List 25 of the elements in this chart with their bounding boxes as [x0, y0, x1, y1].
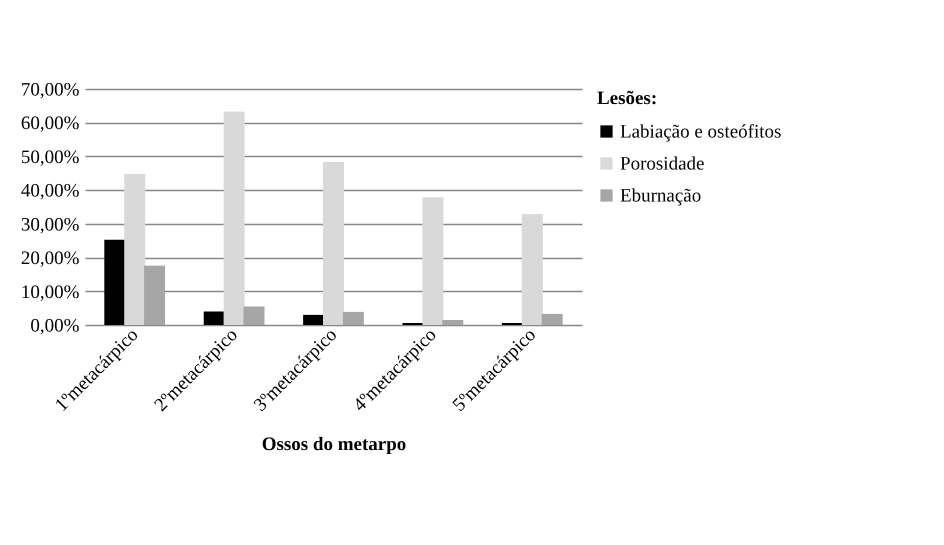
- bar: [323, 162, 344, 325]
- bar: [522, 214, 543, 325]
- y-tick-label: 30,00%: [20, 214, 80, 236]
- y-tick-label: 10,00%: [20, 282, 80, 303]
- bar: [542, 314, 563, 325]
- y-tick-label: 60,00%: [20, 113, 80, 134]
- legend-label: Labiação e osteófitos: [620, 122, 782, 142]
- y-tick-label: 70,00%: [20, 80, 80, 100]
- x-axis-title: Ossos do metarpo: [262, 434, 406, 456]
- legend-title: Lesões:: [597, 88, 658, 109]
- legend-label: Eburnação: [620, 186, 702, 206]
- y-tick-label: 20,00%: [20, 248, 80, 270]
- legend-label: Porosidade: [620, 154, 704, 174]
- bar: [422, 197, 444, 325]
- bar: [342, 312, 364, 325]
- bar: [303, 314, 324, 325]
- bar: [224, 112, 245, 325]
- bar: [204, 312, 225, 325]
- bar: [124, 174, 146, 325]
- y-tick-label: 40,00%: [20, 180, 80, 202]
- bar: [442, 320, 464, 325]
- bar: [104, 240, 126, 325]
- bar: [243, 306, 264, 325]
- bar: [144, 266, 166, 325]
- y-tick-label: 50,00%: [20, 146, 80, 168]
